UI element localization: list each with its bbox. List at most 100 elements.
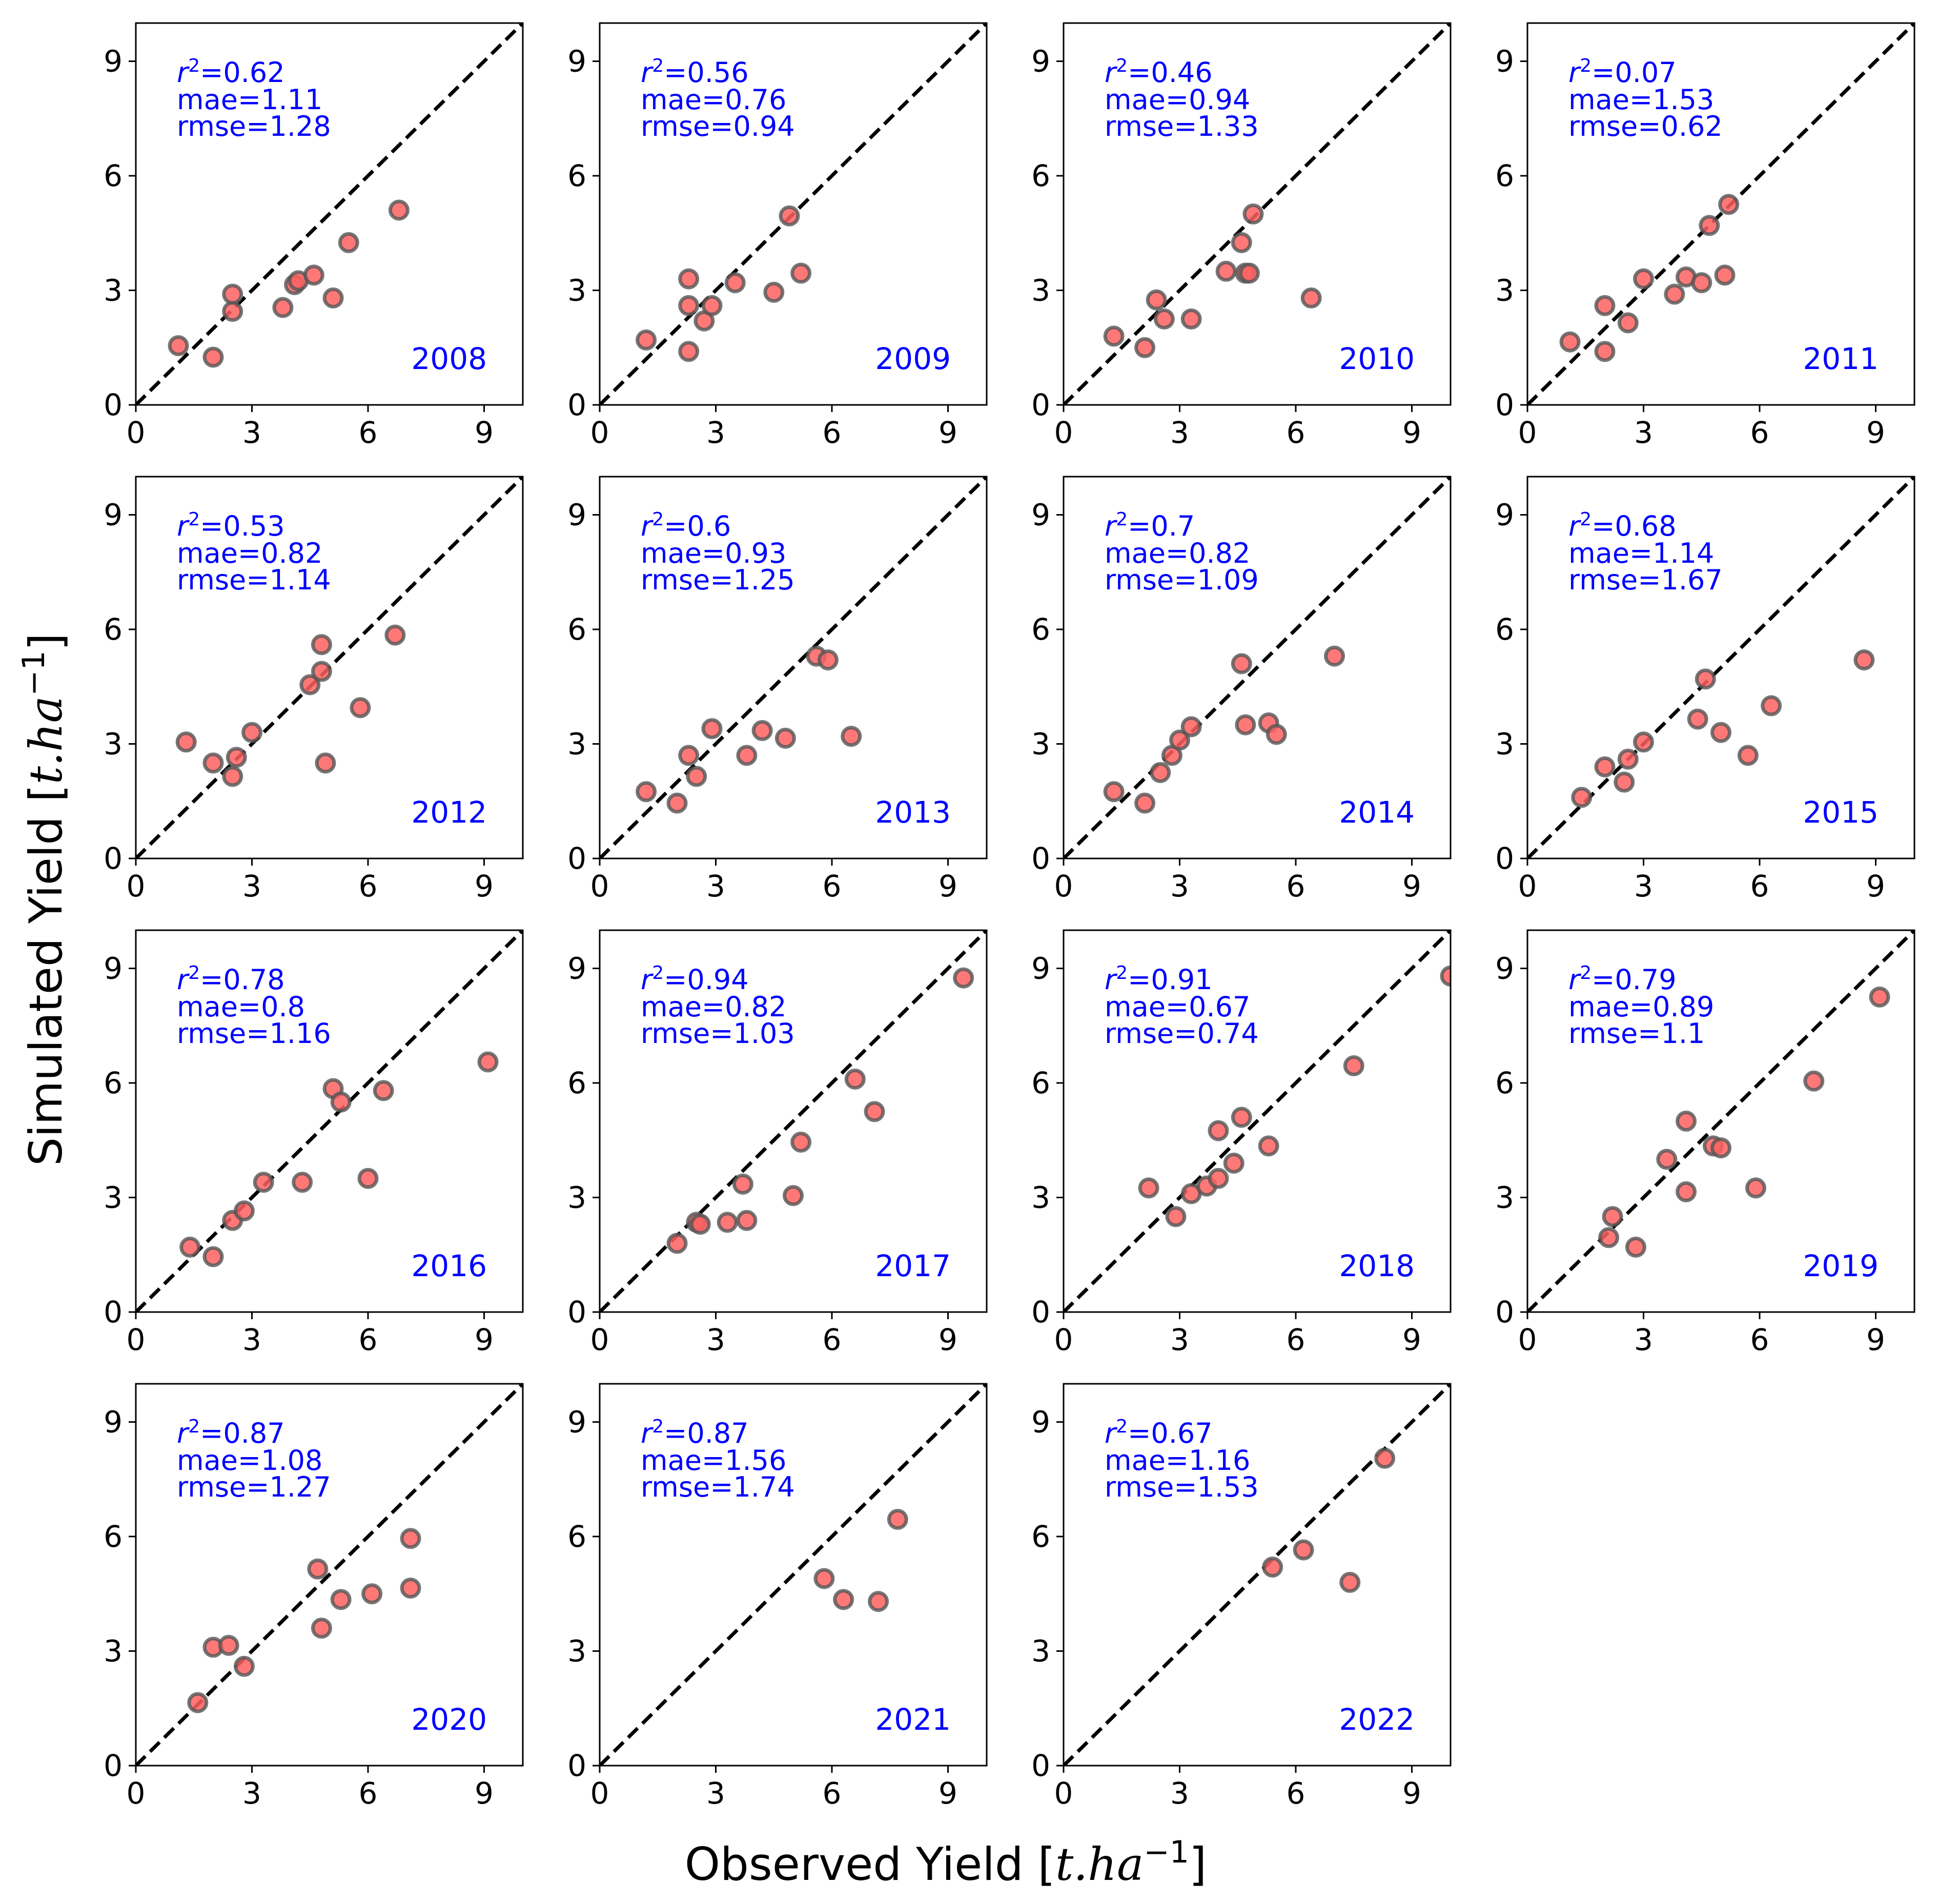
- y-tick-label: 0: [567, 1295, 586, 1329]
- rmse-annotation: rmse=0.62: [1568, 110, 1723, 142]
- data-point: [636, 329, 657, 351]
- data-point: [1594, 341, 1616, 362]
- y-tick-label: 6: [104, 1066, 123, 1100]
- one-to-one-line: [600, 1384, 987, 1766]
- mae-annotation: mae=0.94: [1105, 84, 1250, 116]
- y-tick-label: 3: [104, 273, 123, 308]
- data-point: [1699, 215, 1720, 236]
- data-point: [400, 1528, 421, 1549]
- rmse-annotation: rmse=1.53: [1105, 1471, 1259, 1503]
- mae-annotation: mae=1.56: [641, 1444, 786, 1477]
- rmse-annotation: rmse=1.67: [1568, 564, 1723, 596]
- x-tick-label: 6: [823, 869, 842, 904]
- y-axis-title: Simulated Yield [t.ha−1]: [16, 633, 72, 1166]
- data-point: [1710, 1137, 1731, 1159]
- data-point: [1559, 331, 1581, 353]
- y-tick-label: 0: [1031, 1295, 1050, 1329]
- data-point: [1853, 649, 1875, 671]
- data-point: [1223, 1152, 1245, 1174]
- data-point: [1138, 1177, 1159, 1199]
- y-tick-label: 6: [567, 1519, 586, 1554]
- x-tick-label: 3: [1634, 415, 1653, 450]
- y-tick-label: 9: [1495, 951, 1514, 986]
- data-point: [844, 1069, 866, 1090]
- r2-annotation: r2=0.07: [1568, 55, 1677, 89]
- data-point: [187, 1692, 209, 1713]
- y-tick-label: 3: [567, 273, 586, 308]
- data-point: [1258, 1135, 1279, 1157]
- data-point: [311, 1618, 332, 1639]
- year-label: 2022: [1339, 1702, 1415, 1737]
- x-tick-label: 6: [823, 1322, 842, 1357]
- x-tick-label: 3: [1170, 869, 1189, 904]
- y-tick-label: 9: [1031, 498, 1050, 533]
- x-axis-title: Observed Yield [t.ha−1]: [685, 1834, 1207, 1891]
- data-point: [1146, 289, 1167, 311]
- year-label: 2010: [1339, 341, 1415, 376]
- data-point: [678, 745, 700, 766]
- data-point: [373, 1080, 394, 1101]
- data-point: [1718, 194, 1740, 215]
- data-point: [1633, 268, 1654, 290]
- year-label: 2015: [1803, 795, 1879, 830]
- x-tick-label: 0: [1054, 1776, 1073, 1811]
- plot-frame: [135, 929, 524, 1313]
- data-point: [1602, 1206, 1623, 1227]
- plot-frame: [1526, 929, 1915, 1313]
- plot-frame: [1063, 929, 1452, 1313]
- data-point: [1134, 337, 1156, 358]
- r2-annotation: r2=0.78: [177, 963, 285, 996]
- one-to-one-line: [1527, 477, 1914, 858]
- x-tick-label: 0: [1518, 1322, 1537, 1357]
- y-tick-label: 3: [1031, 1634, 1050, 1669]
- x-tick-label: 0: [127, 415, 146, 450]
- y-tick-label: 6: [1031, 612, 1050, 647]
- data-point: [841, 726, 862, 747]
- plot-frame: [599, 1383, 988, 1767]
- y-tick-label: 3: [104, 1180, 123, 1215]
- x-tick-label: 3: [706, 869, 725, 904]
- mae-annotation: mae=0.82: [1105, 537, 1250, 569]
- data-point: [272, 297, 294, 318]
- y-tick-label: 3: [1495, 1180, 1514, 1215]
- year-label: 2018: [1339, 1248, 1415, 1283]
- data-point: [724, 272, 746, 294]
- data-point: [1614, 771, 1635, 793]
- data-point: [686, 766, 707, 787]
- data-point: [1103, 781, 1125, 803]
- x-tick-label: 0: [127, 1322, 146, 1357]
- x-tick-label: 0: [590, 415, 609, 450]
- r2-annotation: r2=0.56: [641, 55, 749, 89]
- y-tick-label: 0: [104, 1748, 123, 1783]
- x-tick-label: 0: [1054, 415, 1073, 450]
- y-tick-label: 0: [1495, 1295, 1514, 1329]
- x-tick-label: 3: [1634, 1322, 1653, 1357]
- one-to-one-line: [136, 23, 523, 405]
- x-tick-label: 6: [823, 415, 842, 450]
- data-point: [330, 1589, 352, 1610]
- data-point: [1262, 1557, 1283, 1578]
- data-point: [701, 718, 723, 740]
- plot-frame: [599, 22, 988, 406]
- rmse-annotation: rmse=1.25: [641, 564, 795, 596]
- data-point: [202, 1246, 224, 1267]
- x-tick-label: 3: [1170, 415, 1189, 450]
- data-point: [292, 1172, 313, 1193]
- x-tick-label: 0: [1054, 869, 1073, 904]
- data-point: [666, 1233, 688, 1254]
- y-tick-label: 9: [567, 44, 586, 79]
- rmse-annotation: rmse=1.14: [177, 564, 331, 596]
- y-tick-label: 9: [567, 1405, 586, 1440]
- plot-frame: [135, 22, 524, 406]
- y-tick-label: 3: [567, 727, 586, 762]
- y-tick-label: 9: [104, 498, 123, 533]
- x-tick-label: 9: [1402, 415, 1421, 450]
- x-tick-label: 6: [823, 1776, 842, 1811]
- data-point: [384, 624, 406, 646]
- one-to-one-line: [1527, 930, 1914, 1312]
- year-label: 2008: [411, 341, 487, 376]
